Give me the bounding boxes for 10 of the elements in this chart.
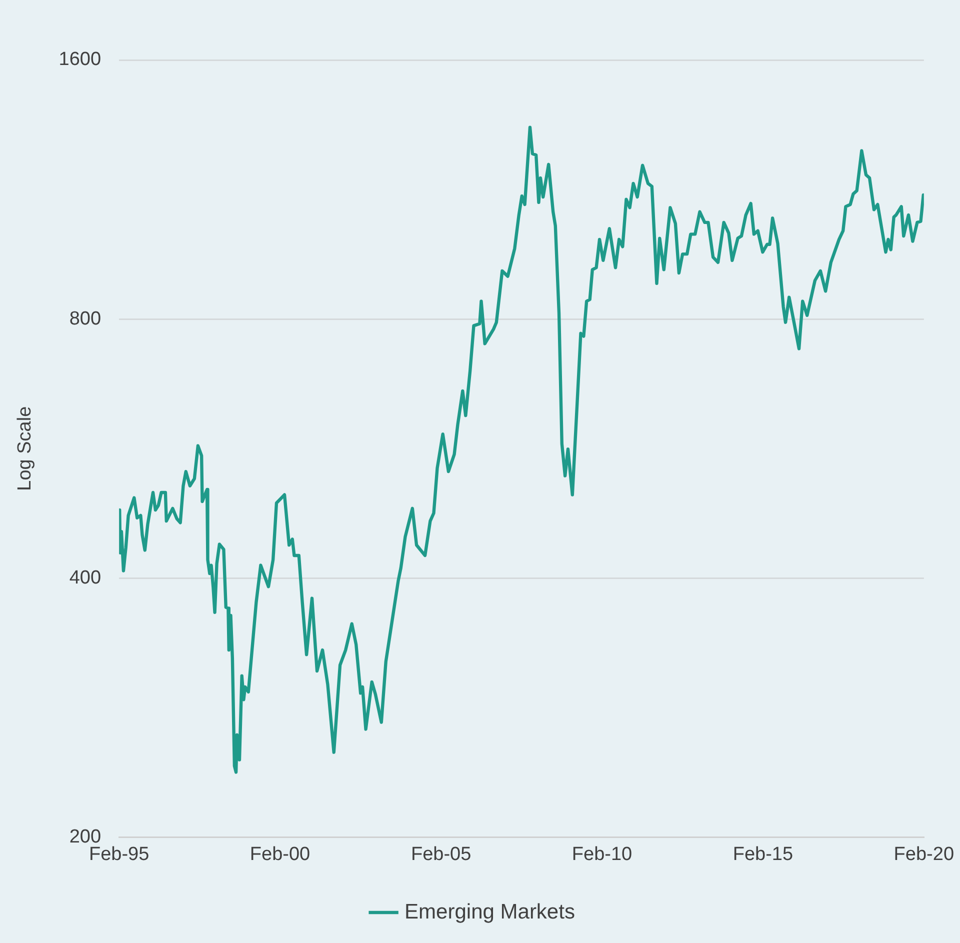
x-tick-label: Feb-15 (732, 844, 794, 865)
x-tick-label: Feb-10 (572, 844, 632, 865)
legend-label: Emerging Markets (404, 900, 575, 924)
y-axis-title: Log Scale (14, 406, 36, 491)
x-tick-label: Feb-00 (250, 844, 310, 865)
x-tick-label: Feb-05 (410, 844, 472, 865)
y-tick-label: 1600 (58, 49, 102, 70)
y-tick-label: 800 (69, 308, 102, 330)
y-tick-label: 400 (69, 567, 102, 588)
x-tick-label: Feb-20 (894, 844, 954, 865)
